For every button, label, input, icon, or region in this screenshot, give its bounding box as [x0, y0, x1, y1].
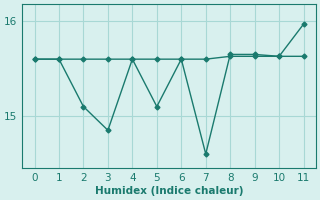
- X-axis label: Humidex (Indice chaleur): Humidex (Indice chaleur): [95, 186, 243, 196]
